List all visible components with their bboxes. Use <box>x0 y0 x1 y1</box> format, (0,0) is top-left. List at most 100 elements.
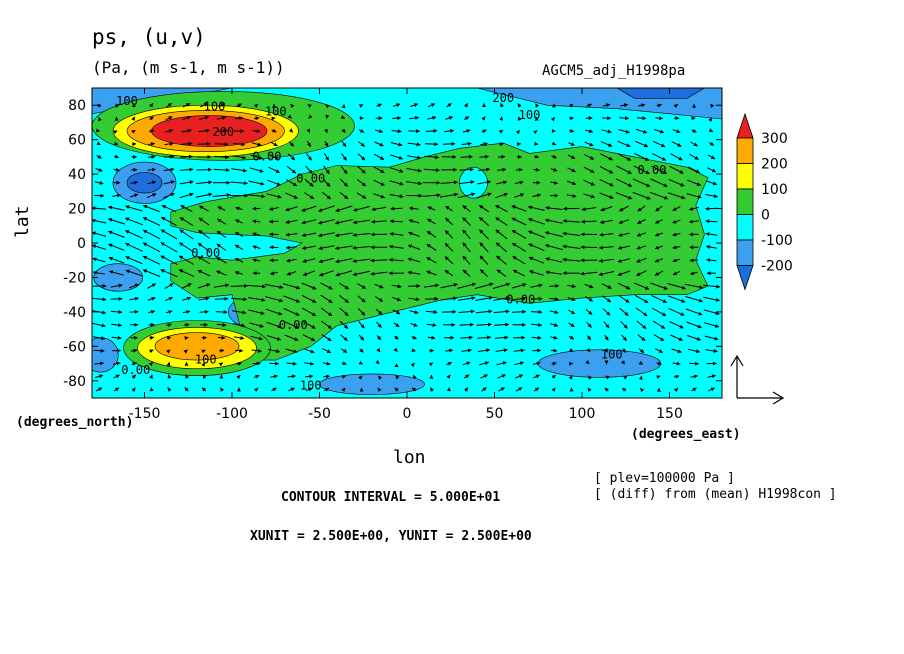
wind-vector <box>306 153 312 161</box>
wind-vector <box>461 141 472 146</box>
wind-vector <box>235 116 244 121</box>
wind-vector <box>216 115 227 120</box>
wind-vector <box>425 142 439 147</box>
wind-vector <box>481 387 487 392</box>
wind-vector <box>302 334 316 342</box>
wind-vector <box>427 103 436 108</box>
wind-vector <box>669 165 684 174</box>
wind-vector <box>617 282 631 290</box>
wind-vector <box>427 206 436 211</box>
wind-vector <box>114 154 120 159</box>
wind-vector <box>656 361 662 366</box>
wind-vector <box>567 309 576 315</box>
wind-vector <box>583 179 595 186</box>
wind-vector <box>252 129 261 134</box>
wind-vector <box>687 335 702 341</box>
wind-vector <box>428 362 434 367</box>
wind-vector <box>166 361 171 367</box>
wind-vector <box>266 193 282 199</box>
wind-vector <box>703 296 720 302</box>
wind-vector <box>460 154 473 159</box>
wind-vector <box>268 348 281 354</box>
wind-vector <box>317 219 335 225</box>
wind-vector <box>125 205 143 212</box>
wind-vector <box>585 359 590 365</box>
wind-vector <box>528 205 545 211</box>
wind-vector <box>499 142 505 147</box>
wind-vector <box>604 387 609 392</box>
contour-label: 0.00 <box>191 246 220 260</box>
wind-vector <box>125 242 143 252</box>
wind-vector <box>371 219 387 224</box>
wind-vector <box>131 129 136 134</box>
wind-vector <box>410 322 418 327</box>
wind-vector <box>113 167 120 172</box>
wind-vector <box>307 103 312 109</box>
wind-vector <box>535 103 540 108</box>
wind-vector <box>407 155 422 160</box>
wind-vector <box>230 283 248 288</box>
wind-vector <box>373 193 385 199</box>
wind-vector <box>620 360 625 365</box>
wind-vector <box>462 205 471 212</box>
wind-vector <box>409 206 419 211</box>
wind-vector <box>288 387 295 392</box>
wind-vector <box>130 180 138 185</box>
wind-vector <box>288 128 294 133</box>
wind-vector <box>271 128 277 133</box>
wind-vector <box>160 269 178 278</box>
wind-vector <box>440 283 458 289</box>
wind-vector <box>247 284 266 289</box>
wind-vector <box>708 128 714 133</box>
wind-vector <box>165 349 171 354</box>
wind-vector <box>481 129 487 134</box>
wind-vector <box>234 271 244 275</box>
wind-vector <box>616 152 632 161</box>
wind-vector <box>213 168 230 173</box>
wind-vector <box>703 284 721 289</box>
wind-vector <box>690 374 698 379</box>
wind-vector <box>371 206 387 212</box>
wind-vector <box>704 335 719 341</box>
wind-vector <box>266 321 282 329</box>
wind-vector <box>459 322 474 327</box>
wind-vector <box>707 374 716 379</box>
wind-vector <box>513 193 525 198</box>
wind-vector <box>500 103 504 108</box>
wind-vector <box>113 387 120 392</box>
wind-vector <box>461 348 472 353</box>
wind-vector <box>599 192 614 199</box>
wind-vector <box>267 335 282 341</box>
wind-vector <box>477 335 492 340</box>
wind-vector <box>654 270 664 276</box>
wind-vector <box>215 128 228 133</box>
x-tick-label: 0 <box>403 406 412 422</box>
wind-vector <box>429 387 435 392</box>
wind-vector <box>551 387 556 392</box>
low-region <box>92 337 119 373</box>
wind-vector <box>650 178 668 187</box>
y-tick-label: -20 <box>63 270 86 286</box>
wind-vector <box>283 308 300 316</box>
wind-vector <box>422 193 441 198</box>
contour-interval: CONTOUR INTERVAL = 5.000E+01 <box>281 490 501 505</box>
wind-vector <box>110 283 123 288</box>
wind-vector <box>197 269 211 277</box>
wind-vector <box>550 180 558 185</box>
wind-vector <box>285 232 298 237</box>
wind-vector <box>282 283 301 290</box>
wind-vector <box>460 335 473 340</box>
wind-vector <box>375 296 384 302</box>
wind-vector <box>457 192 476 199</box>
wind-vector <box>267 179 281 186</box>
wind-vector <box>446 103 452 108</box>
wind-vector <box>197 141 211 146</box>
wind-vector <box>476 322 492 327</box>
wind-vector <box>687 179 701 186</box>
wind-vector <box>389 167 404 173</box>
wind-vector <box>108 205 125 211</box>
wind-vector <box>705 244 717 249</box>
wind-vector <box>92 244 106 250</box>
wind-vector <box>389 219 403 224</box>
wind-vector <box>633 282 650 290</box>
